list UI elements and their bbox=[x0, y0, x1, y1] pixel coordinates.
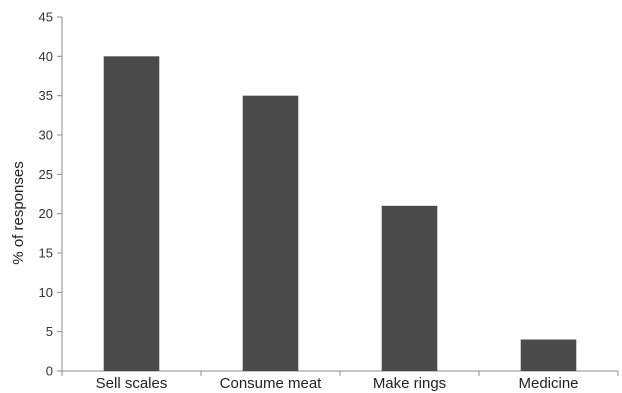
bar-sell-scales bbox=[103, 56, 160, 371]
bar-make-rings bbox=[381, 205, 438, 371]
y-tick-label: 10 bbox=[39, 285, 53, 300]
bar-medicine bbox=[520, 339, 577, 371]
x-category-label: Make rings bbox=[373, 375, 446, 392]
bars bbox=[103, 56, 577, 372]
y-tick-label: 0 bbox=[46, 364, 53, 379]
bar-consume-meat bbox=[242, 95, 299, 372]
y-tick-label: 15 bbox=[39, 246, 53, 261]
y-tick-label: 5 bbox=[46, 324, 53, 339]
category-labels: Sell scales Consume meat Make rings Medicin… bbox=[96, 375, 579, 392]
y-tick-label: 30 bbox=[39, 128, 53, 143]
y-tick-label: 20 bbox=[39, 206, 53, 221]
x-category-label: Consume meat bbox=[220, 375, 323, 392]
y-axis: 0 5 10 15 20 25 30 35 40 45 bbox=[39, 10, 63, 379]
x-category-label: Sell scales bbox=[96, 375, 168, 392]
y-tick-label: 40 bbox=[39, 49, 53, 64]
y-axis-title: % of responses bbox=[10, 161, 27, 264]
y-tick-label: 45 bbox=[39, 10, 53, 25]
y-tick-label: 25 bbox=[39, 167, 53, 182]
x-category-label: Medicine bbox=[518, 375, 578, 392]
y-tick-label: 35 bbox=[39, 88, 53, 103]
